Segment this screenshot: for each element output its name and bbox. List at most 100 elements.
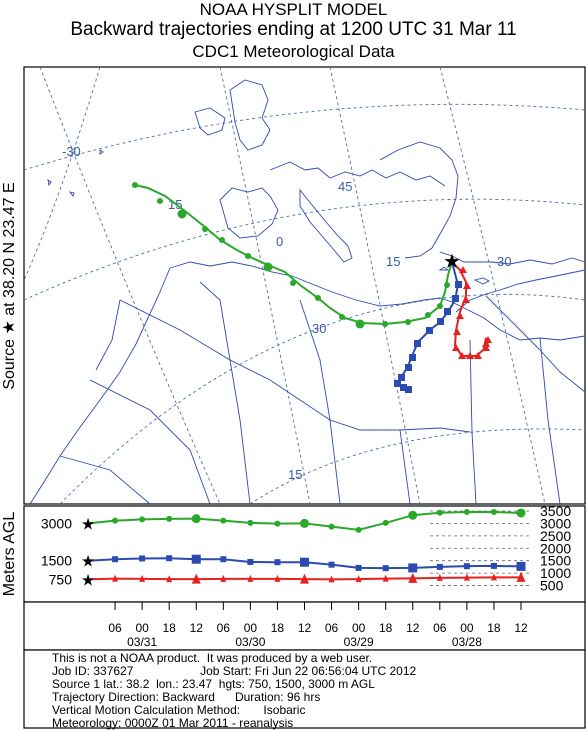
data-point xyxy=(191,573,201,584)
map-panel: -30 15 45 0 15 30 30 15 xyxy=(23,66,586,505)
met-data-title: CDC1 Meteorological Data xyxy=(192,42,395,61)
x-tick-label: 06 xyxy=(108,621,122,635)
right-y-tick-label: 500 xyxy=(540,578,564,594)
data-point xyxy=(191,554,201,564)
data-point xyxy=(490,508,497,515)
date-label: 03/31 xyxy=(127,635,157,649)
direction-text: Trajectory Direction: Backward Duration:… xyxy=(52,690,321,704)
data-point xyxy=(139,555,146,562)
x-tick-label: 18 xyxy=(379,621,393,635)
data-point xyxy=(516,571,526,582)
data-point xyxy=(274,574,281,582)
date-label: 03/28 xyxy=(452,635,482,649)
data-point xyxy=(300,557,309,567)
data-point xyxy=(490,562,497,569)
job-info-text: Job ID: 337627 Job Start: Fri Jun 22 06:… xyxy=(52,664,417,678)
x-tick-label: 12 xyxy=(406,621,420,635)
x-tick-label: 12 xyxy=(190,621,204,635)
x-tick-label: 06 xyxy=(433,621,447,635)
height-series: ★★★ xyxy=(81,508,526,589)
x-tick-label: 06 xyxy=(217,621,231,635)
green-markers xyxy=(132,182,450,329)
left-y-tick-label: 750 xyxy=(49,571,73,587)
data-point xyxy=(139,516,146,523)
data-point xyxy=(220,517,227,524)
data-point xyxy=(463,563,470,570)
x-tick-label: 18 xyxy=(163,621,177,635)
data-point xyxy=(166,555,173,562)
data-point xyxy=(463,573,470,581)
right-y-tick-label: 3000 xyxy=(540,515,571,531)
right-y-tick-label: 1000 xyxy=(540,565,571,581)
x-tick-label: 00 xyxy=(460,621,474,635)
data-point xyxy=(247,558,254,565)
data-point xyxy=(463,508,470,515)
data-point xyxy=(516,508,526,518)
data-point xyxy=(328,575,335,583)
x-tick-label: 06 xyxy=(325,621,339,635)
grid-label: 15 xyxy=(386,254,400,269)
data-point xyxy=(408,563,418,573)
footer-panel xyxy=(23,649,586,729)
grid-label: 45 xyxy=(338,179,352,194)
x-tick-label: 18 xyxy=(487,621,501,635)
data-point xyxy=(382,565,389,572)
data-point xyxy=(112,556,119,563)
data-point xyxy=(247,519,254,526)
coastlines xyxy=(29,79,586,505)
data-point xyxy=(220,556,227,563)
date-label: 03/29 xyxy=(344,635,374,649)
vertical-motion-text: Vertical Motion Calculation Method: Isob… xyxy=(52,703,306,717)
data-point xyxy=(166,575,173,583)
left-y-tick-label: 1500 xyxy=(41,553,72,569)
left-y-tick-label: 3000 xyxy=(41,515,72,531)
x-tick-label: 00 xyxy=(135,621,149,635)
start-star-icon: ★ xyxy=(81,516,95,533)
source-star-icon: ★ xyxy=(443,251,461,273)
grid-label: 30 xyxy=(497,254,511,269)
red-markers xyxy=(452,266,492,359)
data-point xyxy=(300,518,309,528)
data-point xyxy=(166,515,173,522)
data-point xyxy=(112,517,119,524)
x-tick-label: 12 xyxy=(298,621,312,635)
source-info-text: Source 1 lat.: 38.2 lon.: 23.47 hgts: 75… xyxy=(52,677,375,691)
grid-label: 15 xyxy=(288,467,302,482)
data-point xyxy=(355,564,362,571)
right-y-tick-label: 1500 xyxy=(540,553,571,569)
y-axis-title: Meters AGL xyxy=(1,512,18,597)
height-gridlines xyxy=(430,510,532,586)
start-star-icon: ★ xyxy=(81,554,95,571)
grid-label: 0 xyxy=(276,234,283,249)
data-point xyxy=(274,520,281,527)
left-y-ticks: 750 1500 3000 xyxy=(41,515,72,587)
data-point xyxy=(382,519,389,526)
grid-label: -30 xyxy=(62,144,81,159)
data-point xyxy=(191,514,201,524)
x-tick-label: 00 xyxy=(244,621,258,635)
x-tick-label: 18 xyxy=(271,621,285,635)
meteorology-text: Meteorology: 0000Z 01 Mar 2011 - reanaly… xyxy=(52,716,294,730)
date-label: 03/30 xyxy=(235,635,265,649)
graticule xyxy=(23,66,586,505)
right-y-tick-label: 2000 xyxy=(540,540,571,556)
source-label: Source ★ at 38.20 N 23.47 E xyxy=(1,182,18,389)
data-point xyxy=(247,574,254,582)
data-point xyxy=(355,575,362,583)
data-point xyxy=(436,563,443,570)
blue-markers xyxy=(394,281,462,393)
right-y-tick-label: 3500 xyxy=(540,503,571,519)
start-star-icon: ★ xyxy=(81,572,95,589)
data-point xyxy=(220,574,227,582)
data-point xyxy=(436,509,443,516)
model-title: NOAA HYSPLIT MODEL xyxy=(199,0,388,19)
map-trajectories: ★ xyxy=(132,182,492,393)
green-trajectory xyxy=(134,184,453,326)
data-point xyxy=(328,561,335,568)
x-tick-label: 00 xyxy=(352,621,366,635)
data-point xyxy=(408,510,418,520)
data-point xyxy=(516,561,526,571)
data-point xyxy=(139,574,146,582)
